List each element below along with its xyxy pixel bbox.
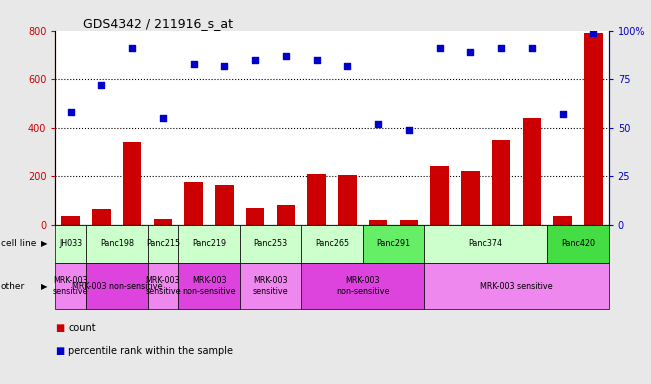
- Bar: [301, 263, 424, 309]
- Point: [527, 45, 537, 51]
- Point: [66, 109, 76, 115]
- Text: MRK-003 sensitive: MRK-003 sensitive: [480, 281, 553, 291]
- Bar: [369, 220, 387, 225]
- Text: Panc253: Panc253: [253, 239, 288, 248]
- Text: ▶: ▶: [41, 281, 48, 291]
- Bar: [148, 263, 178, 309]
- Bar: [148, 225, 178, 263]
- Bar: [240, 263, 301, 309]
- Text: Panc265: Panc265: [315, 239, 349, 248]
- Text: MRK-003
sensitive: MRK-003 sensitive: [53, 276, 89, 296]
- Bar: [523, 118, 541, 225]
- Bar: [307, 174, 326, 225]
- Point: [219, 63, 230, 69]
- Point: [96, 82, 107, 88]
- Text: JH033: JH033: [59, 239, 82, 248]
- Text: Panc374: Panc374: [469, 239, 503, 248]
- Text: ■: ■: [55, 323, 64, 333]
- Point: [496, 45, 506, 51]
- Bar: [363, 225, 424, 263]
- Bar: [215, 185, 234, 225]
- Text: other: other: [1, 281, 25, 291]
- Text: Panc219: Panc219: [192, 239, 226, 248]
- Bar: [86, 225, 148, 263]
- Text: Panc198: Panc198: [100, 239, 134, 248]
- Text: ▶: ▶: [41, 239, 48, 248]
- Bar: [92, 209, 111, 225]
- Point: [465, 49, 475, 55]
- Point: [281, 53, 291, 59]
- Point: [434, 45, 445, 51]
- Point: [404, 127, 414, 133]
- Bar: [86, 263, 148, 309]
- Point: [373, 121, 383, 127]
- Bar: [424, 263, 609, 309]
- Bar: [184, 182, 203, 225]
- Text: MRK-003
sensitive: MRK-003 sensitive: [253, 276, 288, 296]
- Point: [557, 111, 568, 117]
- Text: ■: ■: [55, 346, 64, 356]
- Bar: [424, 225, 547, 263]
- Bar: [123, 142, 141, 225]
- Text: MRK-003
non-sensitive: MRK-003 non-sensitive: [336, 276, 389, 296]
- Bar: [338, 175, 357, 225]
- Text: MRK-003 non-sensitive: MRK-003 non-sensitive: [72, 281, 162, 291]
- Text: Panc420: Panc420: [561, 239, 595, 248]
- Bar: [154, 218, 172, 225]
- Bar: [461, 171, 480, 225]
- Bar: [246, 208, 264, 225]
- Bar: [55, 225, 86, 263]
- Text: percentile rank within the sample: percentile rank within the sample: [68, 346, 233, 356]
- Point: [189, 61, 199, 67]
- Text: Panc291: Panc291: [376, 239, 411, 248]
- Point: [127, 45, 137, 51]
- Bar: [55, 263, 86, 309]
- Bar: [277, 205, 295, 225]
- Text: MRK-003
sensitive: MRK-003 sensitive: [145, 276, 181, 296]
- Point: [342, 63, 353, 69]
- Point: [311, 57, 322, 63]
- Bar: [547, 225, 609, 263]
- Bar: [61, 216, 80, 225]
- Text: count: count: [68, 323, 96, 333]
- Bar: [553, 216, 572, 225]
- Point: [588, 30, 598, 36]
- Text: GDS4342 / 211916_s_at: GDS4342 / 211916_s_at: [83, 17, 233, 30]
- Bar: [178, 263, 240, 309]
- Bar: [178, 225, 240, 263]
- Point: [250, 57, 260, 63]
- Text: Panc215: Panc215: [146, 239, 180, 248]
- Point: [158, 115, 168, 121]
- Text: MRK-003
non-sensitive: MRK-003 non-sensitive: [182, 276, 236, 296]
- Text: cell line: cell line: [1, 239, 36, 248]
- Bar: [492, 140, 510, 225]
- Bar: [430, 167, 449, 225]
- Bar: [301, 225, 363, 263]
- Bar: [400, 220, 418, 225]
- Bar: [240, 225, 301, 263]
- Bar: [584, 33, 603, 225]
